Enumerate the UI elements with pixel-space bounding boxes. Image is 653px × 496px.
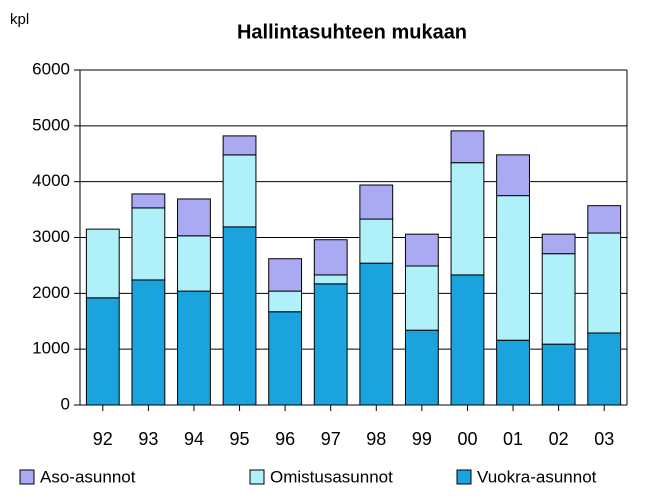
- bar-segment: [177, 235, 211, 292]
- bar-segment: [313, 239, 348, 276]
- x-tick-label: 96: [275, 429, 295, 449]
- x-tick-label: 03: [594, 429, 614, 449]
- x-tick-label: 02: [549, 429, 569, 449]
- y-tick-label: 3000: [32, 227, 70, 246]
- y-tick-label: 5000: [32, 115, 70, 134]
- bar-segment: [496, 154, 530, 197]
- x-tick-label: 92: [93, 429, 113, 449]
- bar-segment: [85, 297, 120, 406]
- x-tick-label: 94: [184, 429, 204, 449]
- bar-segment: [268, 258, 303, 292]
- bar-segment: [359, 262, 394, 406]
- bar-segment: [177, 198, 211, 237]
- y-tick-label: 0: [61, 394, 70, 413]
- bar-segment: [268, 311, 303, 406]
- x-tick-label: 99: [412, 429, 432, 449]
- bar-segment: [541, 253, 576, 345]
- bar-segment: [450, 130, 485, 164]
- bar-segment: [313, 283, 348, 406]
- x-tick-label: 00: [457, 429, 477, 449]
- x-tick-label: 97: [321, 429, 341, 449]
- bar-segment: [131, 279, 166, 406]
- bar-segment: [131, 207, 166, 281]
- bar-segment: [496, 339, 530, 406]
- legend-swatch: [456, 469, 472, 485]
- y-axis-label: kpl: [10, 11, 29, 28]
- bar-segment: [131, 193, 166, 209]
- bar-segment: [359, 218, 394, 264]
- bar-segment: [496, 195, 530, 341]
- bar-segment: [404, 329, 439, 406]
- legend-swatch: [249, 469, 265, 485]
- bar-segment: [268, 290, 303, 313]
- bar-segment: [177, 290, 211, 406]
- y-tick-label: 2000: [32, 283, 70, 302]
- legend-label: Omistusasunnot: [270, 467, 393, 486]
- bar-segment: [587, 232, 622, 334]
- bar-segment: [313, 274, 348, 285]
- bar-segment: [222, 226, 257, 406]
- chart-title: Hallintasuhteen mukaan: [237, 21, 467, 43]
- bar-segment: [450, 274, 485, 406]
- y-tick-label: 1000: [32, 339, 70, 358]
- bar-segment: [359, 184, 394, 220]
- bar-segment: [85, 228, 120, 299]
- x-tick-label: 98: [366, 429, 386, 449]
- x-tick-label: 01: [503, 429, 523, 449]
- x-tick-label: 95: [230, 429, 250, 449]
- bar-segment: [450, 162, 485, 276]
- bar-segment: [587, 332, 622, 406]
- y-tick-label: 4000: [32, 171, 70, 190]
- bar-segment: [587, 205, 622, 234]
- bar-segment: [541, 233, 576, 255]
- bar-segment: [222, 154, 257, 228]
- bar-segment: [404, 265, 439, 331]
- legend-label: Vuokra-asunnot: [477, 467, 597, 486]
- bar-segment: [541, 343, 576, 406]
- y-tick-label: 6000: [32, 59, 70, 78]
- legend-label: Aso-asunnot: [40, 467, 136, 486]
- bar-segment: [222, 135, 257, 156]
- bar-segment: [404, 233, 439, 267]
- x-tick-label: 93: [138, 429, 158, 449]
- legend-swatch: [19, 469, 35, 485]
